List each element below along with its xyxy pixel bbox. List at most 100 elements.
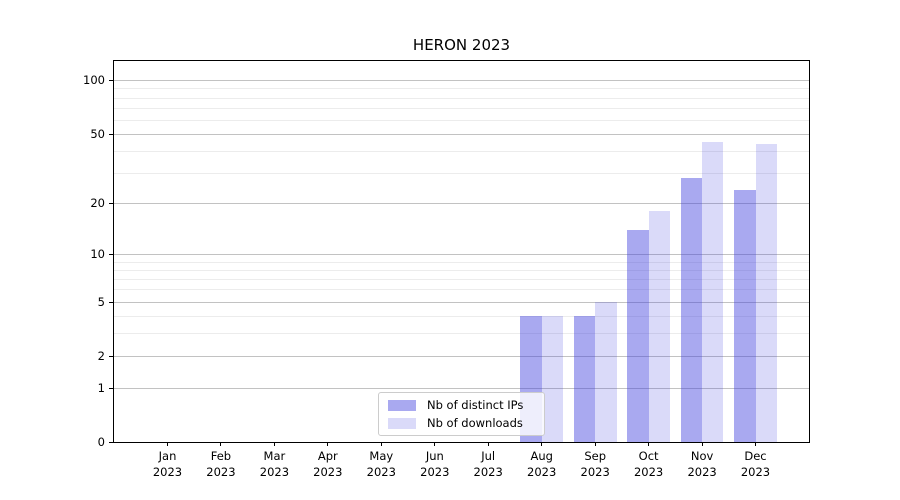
x-tick-label: Dec 2023 — [728, 449, 784, 480]
y-tick-label: 2 — [97, 348, 105, 363]
x-tick-mark — [648, 442, 650, 446]
y-tick-mark — [109, 387, 113, 389]
bar-downloads-sep — [595, 301, 617, 442]
x-tick-mark — [541, 442, 543, 446]
x-tick-month: Apr — [317, 449, 338, 463]
x-tick-month: Sep — [584, 449, 607, 463]
y-gridline-major — [114, 387, 809, 389]
legend-item-distinct-ips: Nb of distinct IPs — [388, 398, 535, 412]
x-tick-mark — [594, 442, 596, 446]
y-tick-mark — [109, 301, 113, 303]
legend-label-distinct-ips: Nb of distinct IPs — [427, 398, 524, 412]
y-gridline-minor — [114, 107, 809, 109]
plot-area: Nb of distinct IPs Nb of downloads 0 1 2 5 1… — [83, 60, 810, 479]
y-tick-label: 0 — [97, 435, 105, 449]
x-tick-label: Mar 2023 — [246, 449, 302, 480]
x-tick-mark — [434, 442, 436, 446]
x-tick-year: 2023 — [687, 464, 717, 479]
x-tick-label: Nov 2023 — [674, 449, 730, 480]
x-tick-month: Jun — [425, 449, 444, 463]
x-tick-month: Aug — [530, 449, 553, 463]
y-gridline-minor — [114, 261, 809, 263]
x-tick-year: 2023 — [527, 464, 557, 479]
y-tick-mark — [109, 203, 113, 205]
x-tick-month: May — [369, 449, 394, 463]
y-gridline-major — [114, 80, 809, 82]
x-tick-mark — [273, 442, 275, 446]
x-tick-mark — [755, 442, 756, 446]
y-gridline-minor — [114, 279, 809, 280]
x-tick-label: Jun 2023 — [407, 449, 463, 480]
y-tick-mark — [109, 80, 113, 82]
legend-swatch-distinct-ips — [388, 399, 416, 411]
bar-downloads-aug — [541, 315, 564, 442]
x-tick-month: Nov — [690, 449, 714, 463]
y-gridline-minor — [114, 315, 809, 317]
y-tick-label: 10 — [90, 247, 105, 261]
chart-title: HERON 2023 — [412, 36, 511, 54]
y-tick-mark — [109, 442, 113, 443]
y-gridline-major — [114, 301, 809, 303]
x-tick-label: Oct 2023 — [621, 449, 677, 480]
x-tick-label: Apr 2023 — [300, 449, 356, 480]
x-tick-month: Mar — [263, 449, 286, 463]
x-tick-mark — [220, 442, 222, 446]
x-tick-label: Jul 2023 — [460, 449, 516, 480]
x-tick-year: 2023 — [580, 464, 610, 479]
x-tick-month: Jul — [481, 449, 496, 463]
x-tick-year: 2023 — [313, 464, 343, 479]
bar-distinct-ips-dec — [734, 189, 756, 442]
bar-downloads-dec — [755, 143, 777, 442]
y-tick-mark — [109, 254, 113, 255]
y-gridline-minor — [114, 172, 809, 174]
x-tick-year: 2023 — [740, 464, 771, 479]
y-tick-mark — [109, 355, 113, 357]
x-tick-mark — [487, 442, 489, 446]
y-gridline-minor — [114, 289, 809, 291]
y-gridline-minor — [114, 333, 809, 335]
x-tick-mark — [327, 442, 329, 446]
x-tick-month: Dec — [744, 449, 767, 463]
bar-distinct-ips-sep — [573, 315, 596, 442]
y-gridline-major — [114, 254, 809, 255]
x-tick-year: 2023 — [633, 464, 664, 479]
x-tick-year: 2023 — [420, 464, 450, 479]
y-gridline-minor — [114, 88, 809, 90]
y-tick-label: 20 — [90, 196, 105, 211]
bar-downloads-nov — [702, 141, 724, 442]
y-gridline-minor — [114, 150, 809, 152]
bar-downloads-oct — [648, 211, 670, 442]
x-tick-month: Jan — [158, 449, 177, 463]
x-tick-label: Sep 2023 — [567, 449, 623, 480]
x-tick-mark — [701, 442, 703, 446]
bar-distinct-ips-nov — [680, 178, 703, 442]
y-gridline-major — [114, 133, 809, 135]
x-tick-year: 2023 — [152, 464, 183, 479]
x-tick-year: 2023 — [473, 464, 503, 479]
legend-label-downloads: Nb of downloads — [427, 416, 523, 430]
y-gridline-minor — [114, 119, 809, 121]
legend-swatch-downloads — [388, 417, 416, 429]
x-tick-label: Aug 2023 — [514, 449, 570, 480]
x-tick-mark — [167, 442, 168, 446]
x-tick-label: Feb 2023 — [193, 449, 249, 480]
x-tick-year: 2023 — [366, 464, 396, 479]
legend-item-downloads: Nb of downloads — [388, 416, 535, 430]
y-gridline-minor — [114, 97, 809, 99]
y-gridline-major — [114, 203, 809, 205]
bar-distinct-ips-oct — [627, 229, 649, 442]
y-gridline-major — [114, 355, 809, 357]
y-gridline-minor — [114, 269, 809, 271]
y-tick-label: 100 — [83, 73, 105, 88]
x-tick-month: Feb — [210, 449, 232, 463]
y-tick-label: 5 — [97, 294, 105, 309]
y-tick-label: 50 — [90, 126, 105, 141]
x-tick-label: May 2023 — [353, 449, 409, 480]
legend: Nb of distinct IPs Nb of downloads — [378, 392, 545, 436]
x-tick-label: Jan 2023 — [140, 449, 196, 480]
y-tick-mark — [109, 133, 113, 135]
x-tick-year: 2023 — [206, 464, 236, 479]
y-tick-label: 1 — [97, 380, 105, 395]
x-tick-month: Oct — [638, 449, 659, 463]
